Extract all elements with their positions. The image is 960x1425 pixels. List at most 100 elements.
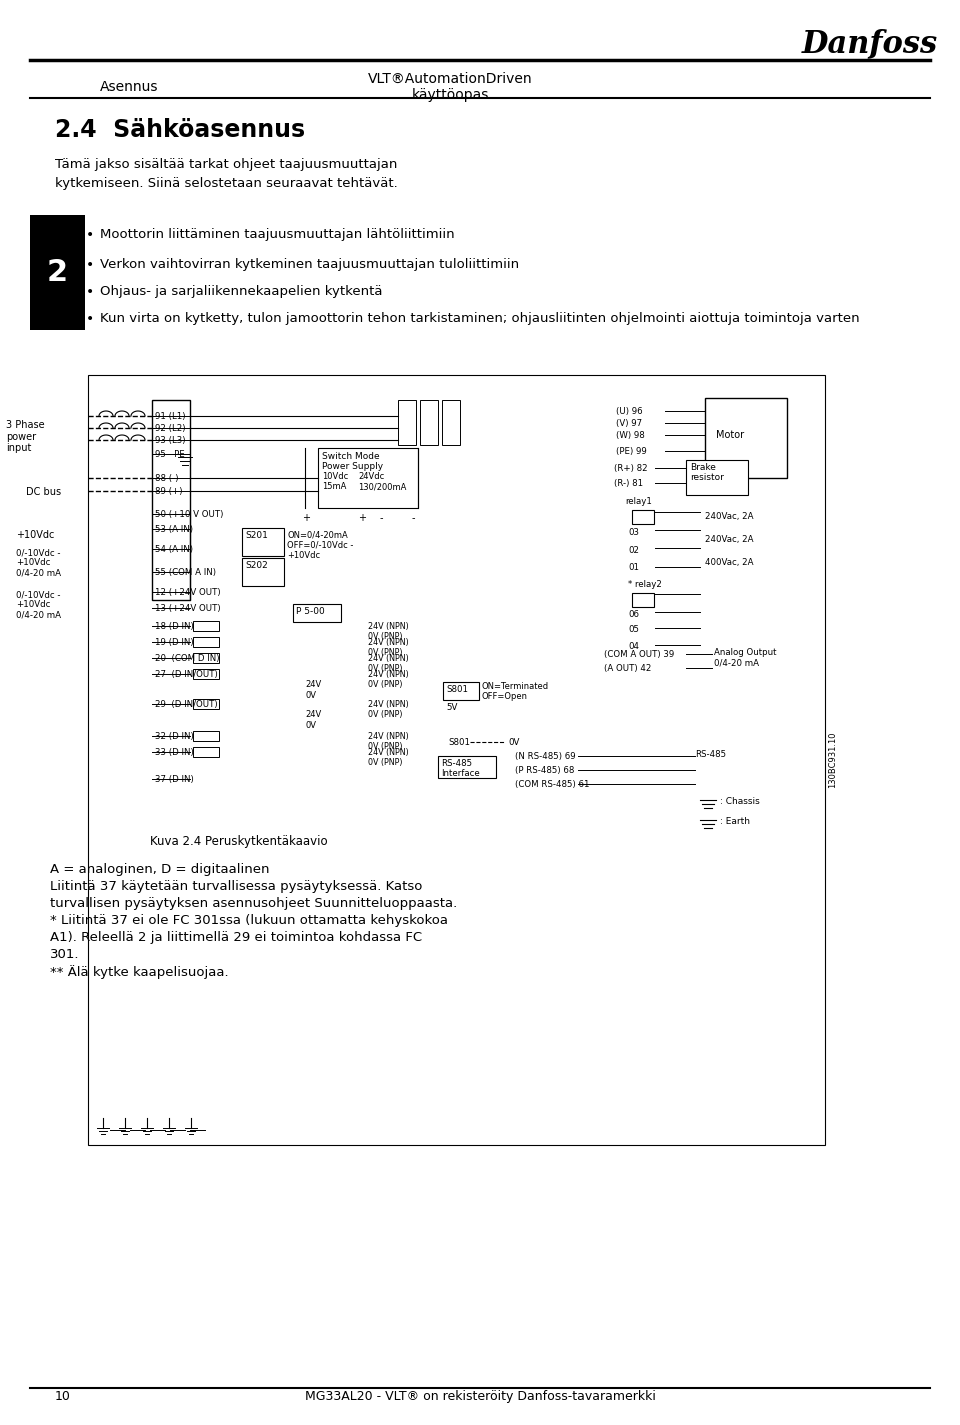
Bar — [318, 447, 418, 507]
Text: P 5-00: P 5-00 — [296, 607, 324, 616]
Text: 0/-10Vdc -
+10Vdc
0/4-20 mA: 0/-10Vdc - +10Vdc 0/4-20 mA — [16, 590, 61, 620]
Text: Liitintä 37 käytetään turvallisessa pysäytyksessä. Katso: Liitintä 37 käytetään turvallisessa pysä… — [50, 881, 422, 893]
Text: •: • — [85, 258, 94, 272]
Text: 0V: 0V — [305, 691, 316, 700]
Bar — [705, 398, 787, 477]
Text: 93 (L3): 93 (L3) — [155, 436, 185, 445]
Text: 91 (L1): 91 (L1) — [155, 412, 185, 420]
Text: 89 (+): 89 (+) — [155, 487, 182, 496]
Text: Analog Output
0/4-20 mA: Analog Output 0/4-20 mA — [714, 648, 777, 667]
Bar — [193, 731, 219, 741]
Text: (W) 98: (W) 98 — [616, 430, 645, 440]
Bar — [193, 653, 219, 663]
Text: 32 (D IN): 32 (D IN) — [155, 732, 194, 741]
Text: VLT®AutomationDriven
käyttöopas: VLT®AutomationDriven käyttöopas — [368, 73, 532, 103]
Text: 27  (D IN/OUT): 27 (D IN/OUT) — [155, 670, 218, 678]
Text: 24Vdc
130/200mA: 24Vdc 130/200mA — [358, 472, 406, 492]
Text: 0V: 0V — [508, 738, 519, 747]
Text: 37 (D IN): 37 (D IN) — [155, 775, 194, 784]
Bar — [398, 400, 416, 445]
Text: 33 (D IN): 33 (D IN) — [155, 748, 194, 757]
Text: Danfoss: Danfoss — [802, 28, 938, 58]
Text: 5V: 5V — [446, 703, 457, 712]
Bar — [443, 683, 479, 700]
Text: 13 (+24V OUT): 13 (+24V OUT) — [155, 604, 221, 613]
Text: Kuva 2.4 Peruskytkentäkaavio: Kuva 2.4 Peruskytkentäkaavio — [150, 835, 327, 848]
Text: 130BC931.10: 130BC931.10 — [828, 732, 837, 788]
Text: 01: 01 — [628, 563, 639, 571]
Text: : Earth: : Earth — [720, 817, 750, 826]
Text: 24V (NPN)
0V (PNP): 24V (NPN) 0V (PNP) — [368, 670, 409, 690]
Text: (COM RS-485) 61: (COM RS-485) 61 — [515, 779, 589, 789]
Bar — [242, 529, 284, 556]
Text: 19 (D IN): 19 (D IN) — [155, 638, 194, 647]
Text: 2: 2 — [46, 258, 67, 286]
Text: 400Vac, 2A: 400Vac, 2A — [705, 559, 754, 567]
Text: Kun virta on kytketty, tulon jamoottorin tehon tarkistaminen; ohjausliitinten oh: Kun virta on kytketty, tulon jamoottorin… — [100, 312, 859, 325]
Text: (R-) 81: (R-) 81 — [614, 479, 643, 487]
Text: -: - — [380, 513, 383, 523]
Text: RS-485: RS-485 — [695, 750, 726, 760]
Text: 95   PE: 95 PE — [155, 450, 184, 459]
Text: 05: 05 — [628, 626, 639, 634]
Text: DC bus: DC bus — [26, 487, 61, 497]
Bar — [193, 621, 219, 631]
Text: (U) 96: (U) 96 — [616, 408, 642, 416]
Text: S801: S801 — [446, 685, 468, 694]
Text: Ohjaus- ja sarjaliikennekaapelien kytkentä: Ohjaus- ja sarjaliikennekaapelien kytken… — [100, 285, 382, 298]
Text: * relay2: * relay2 — [628, 580, 661, 589]
Text: Tämä jakso sisältää tarkat ohjeet taajuusmuuttajan
kytkemiseen. Siinä selostetaa: Tämä jakso sisältää tarkat ohjeet taajuu… — [55, 158, 397, 190]
Text: 0V: 0V — [305, 721, 316, 730]
Text: •: • — [85, 312, 94, 326]
Text: 24V (NPN)
0V (PNP): 24V (NPN) 0V (PNP) — [368, 700, 409, 720]
Text: 24V (NPN)
0V (PNP): 24V (NPN) 0V (PNP) — [368, 748, 409, 768]
Text: ON=0/4-20mA
OFF=0/-10Vdc -
+10Vdc: ON=0/4-20mA OFF=0/-10Vdc - +10Vdc — [287, 530, 353, 560]
Bar — [293, 604, 341, 621]
Text: S801: S801 — [448, 738, 470, 747]
Text: Motor: Motor — [716, 430, 744, 440]
Bar — [420, 400, 438, 445]
Text: 24V: 24V — [305, 680, 322, 690]
Text: 24V (NPN)
0V (PNP): 24V (NPN) 0V (PNP) — [368, 621, 409, 641]
Text: A1). Releellä 2 ja liittimellä 29 ei toimintoa kohdassa FC: A1). Releellä 2 ja liittimellä 29 ei toi… — [50, 931, 422, 943]
Text: Brake
resistor: Brake resistor — [690, 463, 724, 483]
Text: ** Älä kytke kaapelisuojaa.: ** Älä kytke kaapelisuojaa. — [50, 965, 228, 979]
Text: S202: S202 — [245, 561, 268, 570]
Text: MG33AL20 - VLT® on rekisteröity Danfoss-tavaramerkki: MG33AL20 - VLT® on rekisteröity Danfoss-… — [304, 1389, 656, 1404]
Text: 50 (+10 V OUT): 50 (+10 V OUT) — [155, 510, 224, 519]
Text: Switch Mode
Power Supply: Switch Mode Power Supply — [322, 452, 383, 472]
Bar — [632, 593, 654, 607]
Text: 3 Phase
power
input: 3 Phase power input — [6, 420, 44, 453]
Bar — [30, 215, 85, 331]
Bar — [88, 375, 825, 1146]
Bar — [632, 510, 654, 524]
Text: •: • — [85, 228, 94, 242]
Text: 54 (A IN): 54 (A IN) — [155, 544, 193, 554]
Text: 12 (+24V OUT): 12 (+24V OUT) — [155, 589, 221, 597]
Text: 20  (COM D IN): 20 (COM D IN) — [155, 654, 220, 663]
Text: (PE) 99: (PE) 99 — [616, 447, 647, 456]
Text: (V) 97: (V) 97 — [616, 419, 642, 428]
Text: 06: 06 — [628, 610, 639, 618]
Text: 03: 03 — [628, 529, 639, 537]
Text: : Chassis: : Chassis — [720, 797, 759, 807]
Text: A = analoginen, D = digitaalinen: A = analoginen, D = digitaalinen — [50, 864, 270, 876]
Text: 24V (NPN)
0V (PNP): 24V (NPN) 0V (PNP) — [368, 654, 409, 674]
Text: •: • — [85, 285, 94, 299]
Text: Verkon vaihtovirran kytkeminen taajuusmuuttajan tuloliittimiin: Verkon vaihtovirran kytkeminen taajuusmu… — [100, 258, 519, 271]
Text: Asennus: Asennus — [100, 80, 158, 94]
Bar — [193, 747, 219, 757]
Text: 240Vac, 2A: 240Vac, 2A — [705, 534, 754, 544]
Text: +10Vdc: +10Vdc — [16, 530, 55, 540]
Text: * Liitintä 37 ei ole FC 301ssa (lukuun ottamatta kehyskokoa: * Liitintä 37 ei ole FC 301ssa (lukuun o… — [50, 913, 448, 928]
Text: relay1: relay1 — [625, 497, 652, 506]
Text: (COM A OUT) 39: (COM A OUT) 39 — [604, 650, 674, 658]
Text: 02: 02 — [628, 546, 639, 554]
Text: 53 (A IN): 53 (A IN) — [155, 524, 193, 534]
Bar — [686, 460, 748, 494]
Bar — [438, 757, 496, 778]
Text: 301.: 301. — [50, 948, 80, 960]
Text: (N RS-485) 69: (N RS-485) 69 — [515, 752, 576, 761]
Text: RS-485
Interface: RS-485 Interface — [441, 760, 480, 778]
Text: (R+) 82: (R+) 82 — [614, 465, 648, 473]
